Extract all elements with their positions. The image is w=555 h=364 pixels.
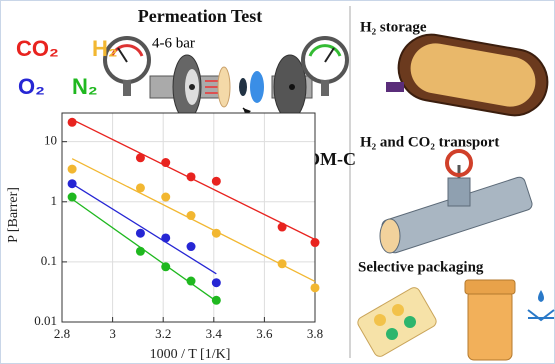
data-point: [161, 262, 170, 271]
data-point: [212, 229, 221, 238]
data-point: [187, 242, 196, 251]
legend-entry: O₂: [18, 74, 45, 99]
data-point: [212, 296, 221, 305]
graphical-abstract: Permeation Test 4-6 bar POM-C 1000 / T […: [0, 0, 555, 364]
x-tick-label: 3.8: [307, 326, 323, 341]
y-tick-label: 0.1: [41, 253, 57, 268]
y-axis-label: P [Barrer]: [6, 187, 21, 243]
data-point: [187, 172, 196, 181]
data-point: [68, 118, 77, 127]
data-point: [161, 233, 170, 242]
x-tick-label: 3.4: [206, 326, 223, 341]
data-point: [278, 259, 287, 268]
application-label: H₂ and CO₂ transport: [360, 134, 499, 150]
data-point: [212, 177, 221, 186]
data-point: [68, 193, 77, 202]
data-point: [136, 183, 145, 192]
data-point: [68, 179, 77, 188]
legend-entry: H₂: [92, 36, 118, 61]
chart-title: Permeation Test: [138, 6, 262, 26]
data-point: [187, 277, 196, 286]
data-point: [136, 229, 145, 238]
x-tick-label: 3.6: [256, 326, 273, 341]
x-tick-label: 3: [109, 326, 116, 341]
data-point: [161, 193, 170, 202]
pressure-label: 4-6 bar: [152, 35, 195, 51]
data-point: [311, 238, 320, 247]
x-axis-label: 1000 / T [1/K]: [150, 347, 231, 362]
data-point: [212, 278, 221, 287]
data-point: [136, 247, 145, 256]
data-point: [187, 211, 196, 220]
legend-entry: CO₂: [16, 36, 59, 61]
y-tick-label: 1: [51, 193, 58, 208]
x-tick-label: 2.8: [54, 326, 70, 341]
data-point: [68, 165, 77, 174]
application-label: H₂ storage: [360, 19, 427, 35]
data-point: [311, 283, 320, 292]
data-point: [278, 223, 287, 232]
legend-entry: N₂: [72, 74, 98, 99]
application-label: Selective packaging: [358, 259, 484, 275]
y-tick-label: 10: [44, 133, 57, 148]
data-point: [161, 158, 170, 167]
x-tick-label: 3.2: [155, 326, 171, 341]
data-point: [136, 153, 145, 162]
